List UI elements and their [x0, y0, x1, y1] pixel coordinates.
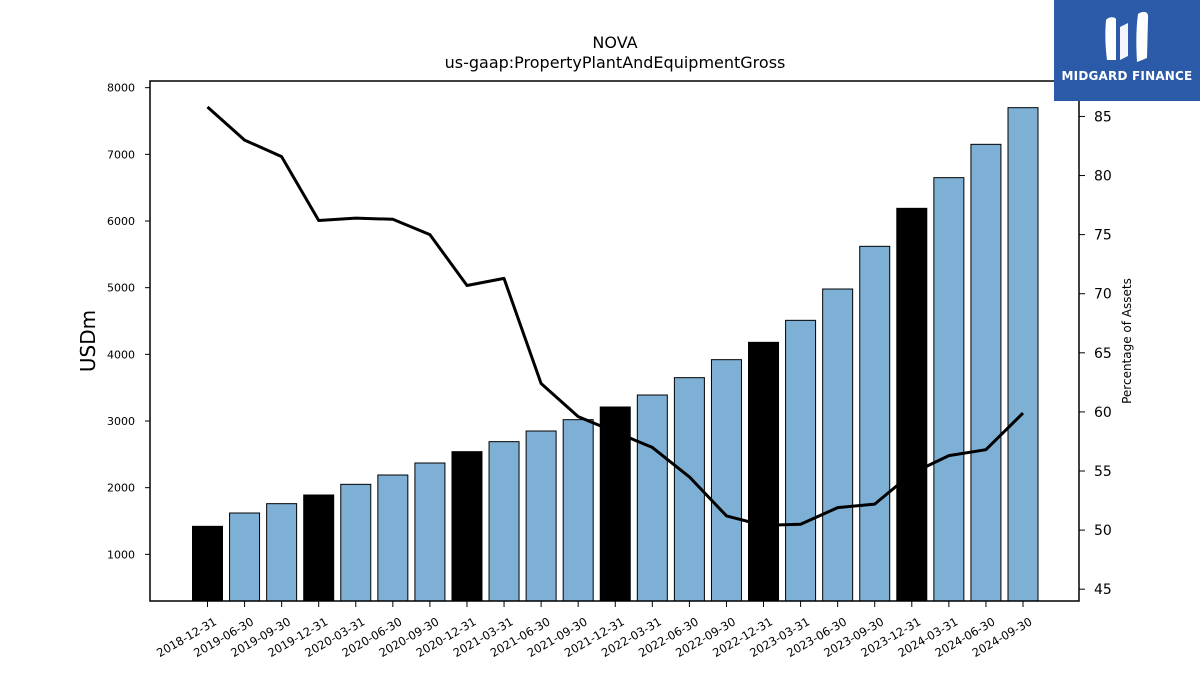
y2-tick-label: 70: [1094, 287, 1112, 303]
bar-2022-03-31: [636, 394, 668, 602]
bar-2019-06-30: [229, 512, 261, 602]
bar-2019-12-31: [303, 494, 335, 602]
bar-2022-12-31: [748, 341, 780, 602]
y2-tick-label: 60: [1094, 405, 1112, 421]
bar-2021-06-30: [525, 430, 557, 602]
brand-logo: MIDGARD FINANCE: [1054, 0, 1200, 101]
y2-tick-label: 55: [1094, 464, 1112, 480]
y2-tick-label: 75: [1094, 228, 1112, 244]
bar-2024-06-30: [970, 143, 1002, 602]
bar-2021-03-31: [488, 441, 520, 602]
y-tick-label: 2000: [107, 482, 135, 495]
y2-tick-label: 50: [1094, 523, 1112, 539]
y2-tick-label: 80: [1094, 169, 1112, 185]
y2-tick-label: 85: [1094, 109, 1112, 125]
y-tick-label: 1000: [107, 548, 135, 561]
bar-2021-09-30: [562, 419, 594, 602]
bar-2020-12-31: [451, 451, 483, 602]
y-tick-label: 5000: [107, 282, 135, 295]
y-tick-label: 3000: [107, 415, 135, 428]
plot-frame: [149, 80, 1080, 602]
percentage-of-assets-line: [206, 105, 1025, 527]
bar-2023-03-31: [785, 319, 817, 602]
bar-2024-09-30: [1007, 107, 1039, 602]
bar-2021-12-31: [599, 406, 631, 602]
logo-mark-icon: [1105, 11, 1149, 62]
bar-2019-09-30: [266, 503, 298, 602]
y-tick-label: 7000: [107, 148, 135, 161]
logo-text: MIDGARD FINANCE: [1061, 69, 1193, 83]
line-series: [206, 105, 1025, 527]
bar-2018-12-31: [192, 525, 223, 602]
chart-title: NOVA: [592, 33, 637, 52]
x-axis: 2018-12-312019-06-302019-09-302019-12-31…: [154, 601, 1035, 660]
bar-2023-06-30: [822, 288, 854, 602]
bar-series: [192, 107, 1039, 602]
bar-2020-06-30: [377, 474, 409, 602]
y-tick-label: 8000: [107, 82, 135, 95]
y2-tick-label: 45: [1094, 582, 1112, 598]
bar-2020-03-31: [340, 483, 372, 602]
y2-axis-label: Percentage of Assets: [1120, 278, 1134, 404]
y-axis-label: USDm: [76, 310, 100, 372]
left-axis: 1000 2000 3000 4000 5000 6000 7000 8000: [107, 82, 150, 561]
bar-2023-09-30: [859, 245, 891, 602]
bar-2023-12-31: [896, 207, 928, 602]
bar-2020-09-30: [414, 462, 446, 602]
bar-2022-09-30: [710, 359, 742, 602]
y-tick-label: 4000: [107, 348, 135, 361]
right-axis: 45 50 55 60 65 70 75 80 85: [1079, 109, 1112, 598]
bar-2024-03-31: [933, 177, 965, 602]
y-tick-label: 6000: [107, 215, 135, 228]
chart-subtitle: us-gaap:PropertyPlantAndEquipmentGross: [445, 53, 786, 72]
y2-tick-label: 65: [1094, 346, 1112, 362]
